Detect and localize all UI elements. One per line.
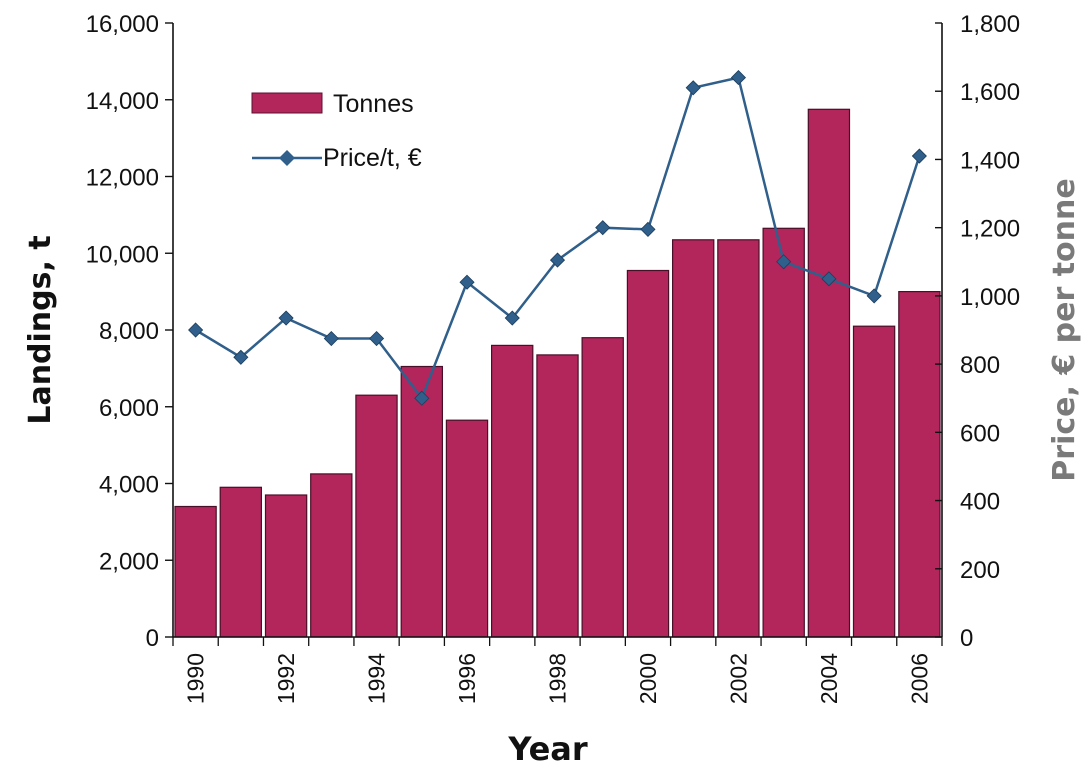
- x-tick-label-2004: 2004: [816, 653, 842, 704]
- y-tick-label-right: 400: [960, 489, 1000, 516]
- bar-2000: [626, 269, 670, 638]
- y-tick-label-right: 600: [960, 420, 1000, 447]
- bars-layer: [174, 108, 941, 638]
- legend-marker-price: [279, 150, 295, 166]
- x-tick-label-2000: 2000: [635, 653, 661, 704]
- y-tick-label-right: 1,600: [960, 79, 1020, 106]
- y-tick-label-left: 12,000: [86, 165, 159, 192]
- bar-2002: [717, 239, 760, 638]
- x-tick-label-2006: 2006: [906, 653, 932, 704]
- bar-1990: [174, 505, 217, 638]
- legend-swatch-tonnes: [251, 92, 323, 114]
- y-tick-label-right: 1,200: [960, 216, 1020, 243]
- axes-layer: 0 2,000 4,000 6,000 8,000 10,000 12,000 14,000 1…: [86, 11, 1020, 704]
- legend-label-price: Price/t, €: [323, 144, 422, 172]
- x-tick-label-2002: 2002: [725, 653, 751, 704]
- y-tick-label-right: 1,400: [960, 147, 1020, 174]
- price-point-1992: [278, 310, 294, 326]
- x-tick-label-1998: 1998: [545, 653, 571, 704]
- y-axis-title-right: Price, € per tonne: [1047, 178, 1082, 481]
- bar-2006: [898, 291, 941, 638]
- y-tick-label-left: 6,000: [99, 395, 159, 422]
- price-point-2006: [911, 148, 927, 164]
- bar-1991: [219, 486, 262, 638]
- bar-1993: [310, 473, 353, 638]
- price-point-1998: [549, 252, 566, 268]
- bar-1999: [581, 337, 624, 638]
- price-point-2004: [821, 271, 837, 287]
- bar-1997: [491, 344, 534, 638]
- x-axis-title: Year: [507, 730, 588, 768]
- bar-2004: [807, 108, 851, 638]
- bar-1994: [355, 394, 398, 638]
- price-point-2005: [866, 288, 882, 304]
- y-tick-label-left: 2,000: [99, 548, 159, 575]
- y-tick-label-left: 0: [146, 625, 159, 652]
- x-tick-label-1996: 1996: [454, 653, 480, 704]
- y-tick-label-right: 1,000: [960, 284, 1020, 311]
- price-point-1997: [504, 310, 520, 326]
- price-point-1991: [233, 349, 249, 365]
- bar-1992: [264, 494, 308, 638]
- price-point-1994: [368, 330, 385, 347]
- bar-2005: [852, 325, 896, 638]
- y-tick-label-left: 14,000: [86, 88, 159, 115]
- y-tick-label-right: 200: [960, 557, 1000, 584]
- y-tick-label-right: 0: [960, 625, 973, 652]
- y-tick-label-left: 4,000: [99, 472, 159, 499]
- price-point-2000: [640, 221, 656, 237]
- bar-1996: [445, 419, 489, 638]
- legend-label-tonnes: Tonnes: [333, 90, 414, 118]
- price-line-layer: [188, 70, 927, 406]
- legend: Tonnes Price/t, €: [251, 90, 422, 172]
- x-tick-label-1994: 1994: [364, 653, 390, 704]
- price-point-1990: [188, 322, 204, 338]
- y-axis-title-left: Landings, t: [23, 235, 58, 424]
- y-tick-label-left: 16,000: [86, 11, 159, 38]
- price-point-2001: [685, 80, 701, 96]
- x-tick-label-1990: 1990: [183, 653, 209, 704]
- price-point-1999: [595, 220, 611, 236]
- bar-2001: [671, 239, 715, 638]
- price-point-1995: [414, 390, 430, 406]
- price-point-2002: [730, 70, 747, 86]
- y-tick-label-right: 1,800: [960, 11, 1020, 38]
- bar-2003: [762, 227, 805, 638]
- price-point-1993: [323, 330, 339, 347]
- x-tick-label-1992: 1992: [273, 653, 299, 704]
- bar-1995: [400, 365, 444, 638]
- price-point-2003: [776, 254, 792, 270]
- y-tick-label-left: 10,000: [86, 241, 159, 268]
- y-tick-label-left: 8,000: [99, 318, 159, 345]
- price-point-1996: [459, 274, 475, 290]
- bar-1998: [536, 354, 579, 638]
- y-tick-label-right: 800: [960, 352, 1000, 379]
